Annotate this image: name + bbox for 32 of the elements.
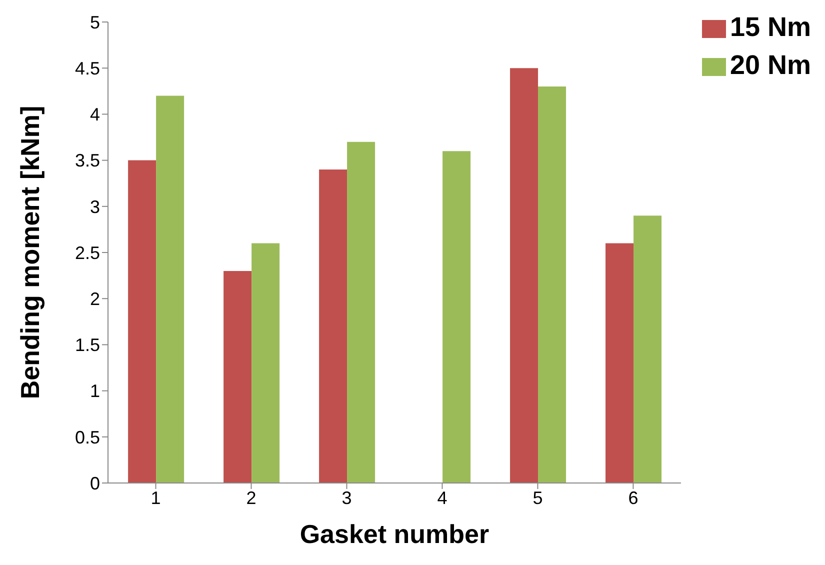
y-tick-label: 3.5 [74,150,100,171]
y-tick-label: 5 [90,12,100,32]
x-tick-label: 2 [246,488,256,508]
x-axis-title: Gasket number [300,519,490,549]
x-tick-label: 5 [532,488,543,508]
bar [319,170,348,483]
bar [510,68,538,483]
y-tick-label: 0.5 [74,427,100,448]
y-tick-label: 2.5 [74,242,100,263]
bar [224,270,252,483]
y-tick-label: 4.5 [74,58,100,78]
x-tick-label: 1 [150,488,161,508]
y-tick-label: 4 [90,104,100,125]
bar [538,86,566,483]
legend-label: 15 Nm [730,12,811,42]
bar [347,142,376,483]
y-tick-label: 2 [90,288,100,309]
y-tick-label: 1 [90,381,100,402]
y-tick-label: 3 [90,196,100,217]
x-tick-label: 6 [628,488,638,508]
y-tick-label: 1.5 [74,335,100,356]
bar [634,216,662,483]
y-tick-label: 0 [90,473,100,494]
legend-label: 20 Nm [730,50,811,80]
bar [252,243,280,483]
bar [128,160,156,483]
bar [156,96,184,483]
y-axis-title: Bending moment [kNm] [15,106,46,400]
bar [442,151,471,483]
x-tick-label: 4 [437,488,448,508]
bar [606,243,634,483]
x-tick-label: 3 [342,488,352,508]
